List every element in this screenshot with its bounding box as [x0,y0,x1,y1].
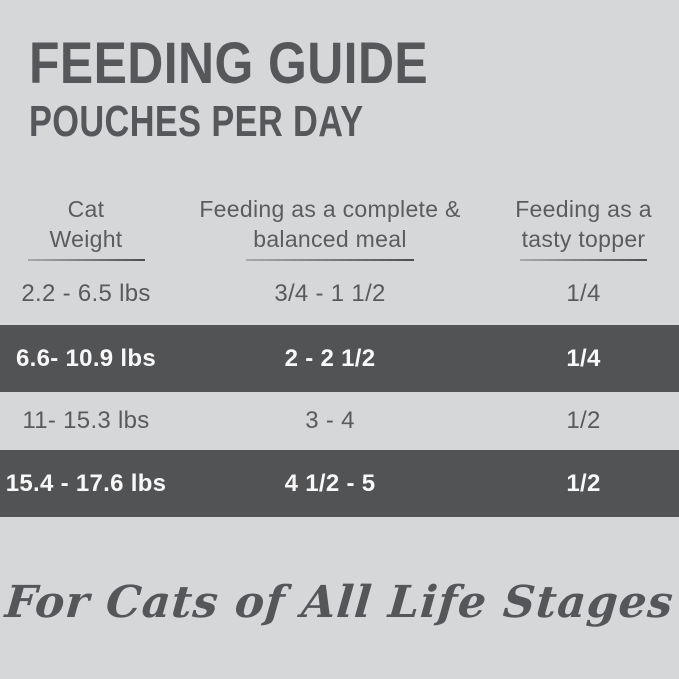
header-underline [246,259,414,261]
table-row: 11- 15.3 lbs 3 - 4 1/2 [0,392,679,450]
column-header-complete-meal: Feeding as a complete & balanced meal [172,194,488,261]
cell-meal-amount: 3 - 4 [305,407,355,434]
column-header-line: tasty topper [521,226,646,252]
column-header-line: Feeding as a [515,196,652,222]
cell-cat-weight: 15.4 - 17.6 lbs [5,469,167,497]
column-header-line: Weight [49,226,123,252]
column-header-line: Feeding as a complete & [199,196,461,222]
cell-topper-amount: 1/4 [566,279,601,307]
all-life-stages-tagline: For Cats of All Life Stages [3,577,676,628]
header-underline [520,259,647,261]
cell-topper-amount: 1/2 [566,469,601,497]
cell-cat-weight: 6.6- 10.9 lbs [16,344,156,372]
page-title: FEEDING GUIDE [29,31,429,96]
cell-meal-amount: 4 1/2 - 5 [284,469,376,497]
feeding-table-body: 2.2 - 6.5 lbs 3/4 - 1 1/2 1/4 6.6- 10.9 … [0,262,679,517]
cell-meal-amount: 3/4 - 1 1/2 [274,279,386,307]
column-header-line: Cat [67,196,105,222]
table-header-row: Cat Weight Feeding as a complete & balan… [0,194,679,261]
column-header-tasty-topper: Feeding as a tasty topper [488,194,679,261]
cell-cat-weight: 11- 15.3 lbs [22,407,150,434]
table-row: 2.2 - 6.5 lbs 3/4 - 1 1/2 1/4 [0,262,679,325]
cell-topper-amount: 1/2 [566,407,601,434]
cell-cat-weight: 2.2 - 6.5 lbs [21,279,151,307]
column-header-cat-weight: Cat Weight [0,194,172,261]
table-row: 15.4 - 17.6 lbs 4 1/2 - 5 1/2 [0,450,679,517]
cell-meal-amount: 2 - 2 1/2 [284,344,376,372]
page-subtitle: POUCHES PER DAY [29,97,364,146]
table-row: 6.6- 10.9 lbs 2 - 2 1/2 1/4 [0,325,679,392]
header-underline [27,259,145,261]
column-header-line: balanced meal [253,226,407,252]
cell-topper-amount: 1/4 [566,344,601,372]
